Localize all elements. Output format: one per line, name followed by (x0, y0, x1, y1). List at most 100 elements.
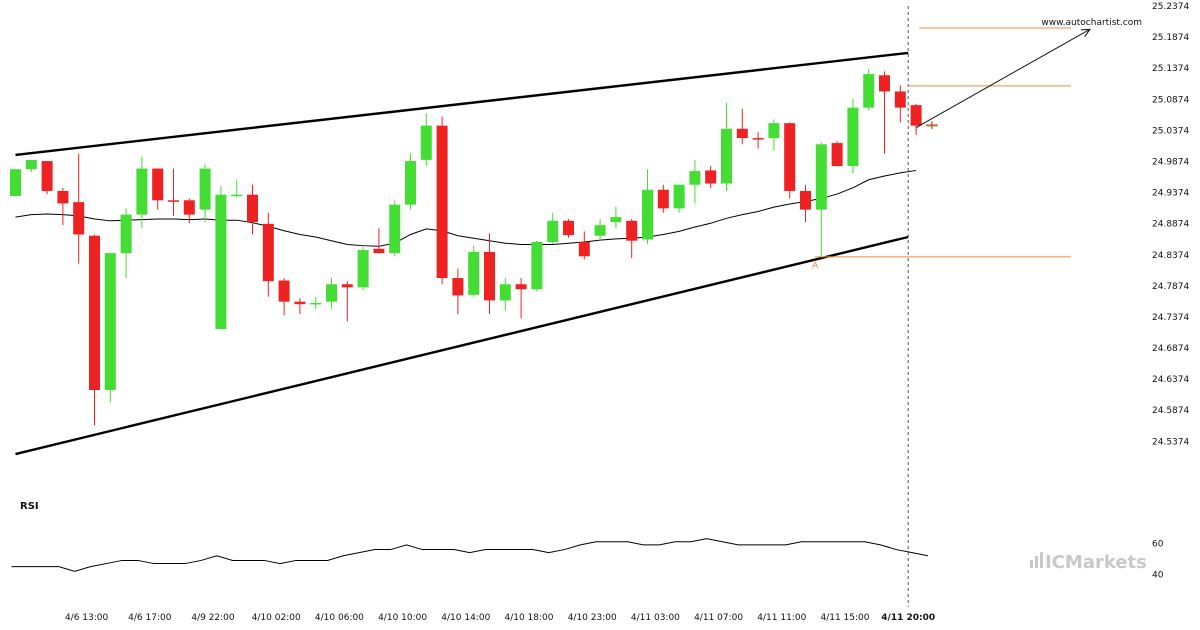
candle-body (910, 105, 922, 126)
candle (57, 187, 69, 226)
candle-body (373, 248, 385, 254)
y-tick-label: 25.0374 (1152, 126, 1189, 136)
candle-body (626, 220, 638, 241)
candle-body (705, 170, 717, 184)
candle-body (341, 284, 353, 288)
candle (531, 240, 543, 292)
moving-average (15, 169, 917, 247)
candle-body (736, 128, 748, 139)
candle-body (310, 302, 322, 305)
candle (215, 185, 227, 330)
candle (136, 156, 148, 229)
price-levels: A (812, 27, 1091, 271)
y-tick-label: 24.7874 (1152, 282, 1189, 292)
candle (784, 122, 796, 199)
candle (389, 200, 401, 257)
candle (800, 184, 811, 223)
candle (468, 245, 480, 297)
x-tick-label: 4/10 10:00 (378, 613, 427, 623)
candle-body (183, 200, 195, 215)
candle (278, 278, 290, 316)
candle (294, 297, 306, 315)
x-tick-label: 4/10 14:00 (441, 613, 490, 623)
candle (768, 119, 780, 151)
candle (578, 231, 590, 260)
rsi-label: RSI (20, 501, 39, 512)
candle (405, 153, 416, 210)
y-tick-label: 25.0874 (1152, 95, 1189, 105)
candle-body (436, 125, 448, 279)
x-tick-label: 4/10 06:00 (315, 613, 364, 623)
candle (152, 168, 164, 210)
candle (879, 71, 890, 154)
candle-body (879, 75, 890, 92)
candle (89, 234, 100, 426)
candle (499, 278, 511, 311)
candle-body (831, 143, 843, 167)
candle-body (752, 138, 764, 140)
candle (626, 218, 638, 259)
y-tick-label: 24.5874 (1152, 406, 1189, 416)
x-tick-label: 4/6 13:00 (65, 613, 109, 623)
candle-body (484, 251, 495, 301)
candle (231, 179, 243, 198)
candle (41, 161, 53, 195)
candle-body (10, 169, 21, 196)
candle (168, 168, 179, 216)
candle (815, 142, 827, 257)
candle-body (657, 189, 669, 209)
x-tick-label: 4/11 07:00 (694, 613, 743, 623)
candle (721, 102, 732, 191)
candle-body (515, 284, 527, 290)
candle (610, 206, 622, 229)
candle-body (784, 123, 796, 191)
candle-body (25, 159, 37, 170)
x-tick-label: 4/11 11:00 (757, 613, 806, 623)
candle-body (863, 74, 875, 108)
rsi-tick-label: 60 (1152, 539, 1164, 549)
candle-body (41, 161, 53, 191)
candle (657, 184, 669, 213)
y-tick-label: 24.6374 (1152, 375, 1189, 385)
candle (436, 116, 448, 285)
candle-body (168, 200, 179, 202)
candle-body (499, 284, 511, 301)
candle (894, 85, 906, 123)
y-tick-label: 25.2374 (1152, 2, 1189, 12)
candle-body (452, 278, 464, 296)
rsi-panel: 60 40 (11, 538, 1164, 580)
candle (341, 281, 353, 322)
y-tick-label: 24.7374 (1152, 313, 1189, 323)
candle (452, 268, 464, 315)
candle-body (294, 301, 306, 305)
candle-body (815, 144, 827, 210)
brand-text: ICMarkets (1045, 552, 1147, 573)
x-tick-label: 4/10 23:00 (568, 613, 617, 623)
candle-body (847, 107, 859, 167)
candle (373, 228, 385, 254)
candle (420, 113, 432, 167)
candle (705, 166, 717, 188)
candle-body (531, 241, 543, 290)
candle (247, 184, 258, 235)
x-tick-label: 4/9 22:00 (191, 613, 235, 623)
resistance-trendline (15, 51, 909, 157)
candle-body (152, 168, 164, 201)
y-tick-label: 24.8874 (1152, 220, 1189, 230)
x-tick-label: 4/11 15:00 (820, 613, 869, 623)
candle-body (673, 184, 685, 209)
y-tick-label: 24.6874 (1152, 344, 1189, 354)
y-tick-label: 24.8374 (1152, 251, 1189, 261)
candle-body (405, 161, 416, 205)
candle-body (594, 225, 606, 236)
candle (484, 233, 495, 315)
candle-body (689, 171, 701, 185)
candle (120, 208, 132, 279)
candle (73, 153, 85, 264)
candle (736, 108, 748, 145)
y-axis: 25.2374 25.1874 25.1374 25.0874 25.0374 24.98… (1152, 2, 1189, 447)
candle (689, 159, 701, 204)
candle-body (768, 123, 780, 139)
candle (199, 164, 211, 223)
forecast-arrowhead (1080, 28, 1091, 37)
